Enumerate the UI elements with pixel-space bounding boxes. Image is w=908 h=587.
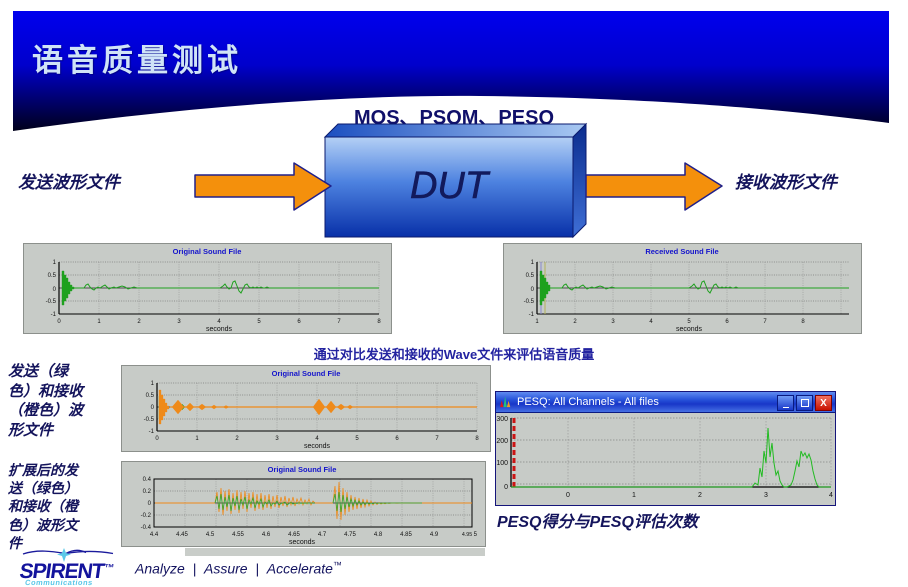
svg-text:Original Sound File: Original Sound File: [173, 247, 242, 256]
svg-text:0: 0: [148, 501, 152, 507]
svg-text:0: 0: [504, 484, 508, 491]
svg-text:2: 2: [698, 492, 702, 499]
svg-text:-0.5: -0.5: [46, 299, 57, 305]
svg-text:7: 7: [763, 319, 767, 325]
svg-text:1: 1: [632, 492, 636, 499]
svg-text:seconds: seconds: [289, 539, 316, 546]
svg-text:seconds: seconds: [676, 326, 703, 333]
svg-text:3: 3: [177, 319, 181, 325]
svg-text:1: 1: [53, 260, 57, 266]
svg-text:seconds: seconds: [206, 326, 233, 333]
svg-text:2: 2: [573, 319, 577, 325]
svg-text:0.5: 0.5: [526, 273, 535, 279]
svg-text:4.9: 4.9: [430, 532, 439, 538]
svg-text:-1: -1: [51, 312, 57, 318]
svg-text:0.5: 0.5: [48, 273, 57, 279]
svg-text:-1: -1: [149, 429, 155, 435]
svg-text:1: 1: [531, 260, 535, 266]
svg-text:4.95: 4.95: [462, 532, 472, 538]
svg-text:5: 5: [257, 319, 261, 325]
svg-text:4.7: 4.7: [318, 532, 327, 538]
svg-text:8: 8: [377, 319, 381, 325]
svg-text:Original Sound File: Original Sound File: [272, 369, 341, 378]
svg-text:Received Sound File: Received Sound File: [645, 247, 718, 256]
svg-text:-0.4: -0.4: [141, 525, 152, 531]
svg-text:4: 4: [829, 492, 833, 499]
svg-text:8: 8: [475, 436, 479, 442]
svg-text:1: 1: [535, 319, 539, 325]
svg-text:2: 2: [235, 436, 239, 442]
svg-text:5: 5: [474, 532, 478, 538]
svg-text:100: 100: [496, 460, 508, 467]
svg-text:0: 0: [151, 405, 155, 411]
svg-text:-0.5: -0.5: [524, 299, 535, 305]
svg-text:5: 5: [355, 436, 359, 442]
svg-text:0: 0: [531, 287, 535, 293]
svg-text:4.4: 4.4: [150, 532, 159, 538]
svg-text:DUT: DUT: [410, 165, 491, 207]
svg-text:6: 6: [395, 436, 399, 442]
svg-text:0: 0: [155, 436, 159, 442]
svg-text:0.5: 0.5: [146, 393, 155, 399]
svg-text:-0.2: -0.2: [141, 513, 152, 519]
svg-text:4.6: 4.6: [262, 532, 271, 538]
svg-text:0.2: 0.2: [143, 489, 152, 495]
svg-text:0: 0: [53, 287, 57, 293]
svg-text:7: 7: [435, 436, 439, 442]
svg-text:200: 200: [496, 438, 508, 445]
svg-text:4: 4: [217, 319, 221, 325]
svg-text:300: 300: [496, 416, 508, 423]
svg-text:4.8: 4.8: [374, 532, 383, 538]
svg-text:3: 3: [275, 436, 279, 442]
svg-text:-0.5: -0.5: [144, 417, 155, 423]
svg-text:0: 0: [57, 319, 61, 325]
svg-text:-1: -1: [529, 312, 535, 318]
svg-text:3: 3: [611, 319, 615, 325]
svg-text:8: 8: [801, 319, 805, 325]
svg-text:0.4: 0.4: [143, 477, 152, 483]
svg-text:4.55: 4.55: [232, 532, 244, 538]
svg-text:6: 6: [725, 319, 729, 325]
svg-text:3: 3: [764, 492, 768, 499]
svg-text:4.75: 4.75: [344, 532, 356, 538]
svg-text:Original Sound File: Original Sound File: [268, 465, 337, 474]
svg-text:4: 4: [649, 319, 653, 325]
svg-text:6: 6: [297, 319, 301, 325]
svg-text:1: 1: [97, 319, 101, 325]
svg-text:4.85: 4.85: [400, 532, 412, 538]
svg-text:4.65: 4.65: [288, 532, 300, 538]
svg-text:seconds: seconds: [304, 443, 331, 450]
svg-text:0: 0: [566, 492, 570, 499]
svg-text:1: 1: [151, 381, 155, 387]
svg-text:2: 2: [137, 319, 141, 325]
svg-text:4.5: 4.5: [206, 532, 215, 538]
svg-text:Communications: Communications: [25, 578, 94, 587]
svg-text:4: 4: [315, 436, 319, 442]
svg-text:1: 1: [195, 436, 199, 442]
svg-text:5: 5: [687, 319, 691, 325]
svg-text:4.45: 4.45: [176, 532, 188, 538]
svg-text:7: 7: [337, 319, 341, 325]
